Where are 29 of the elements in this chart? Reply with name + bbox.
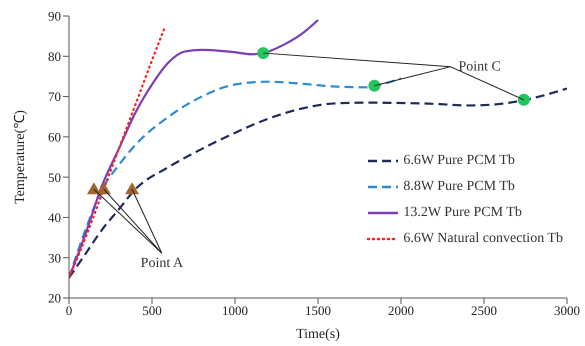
x-tick-label: 3000	[554, 303, 580, 318]
y-tick-label: 20	[48, 290, 61, 306]
legend-label: 13.2W Pure PCM Tb	[403, 205, 522, 221]
point	[518, 94, 530, 106]
x-tick-label: 2000	[388, 303, 414, 318]
line-series	[69, 87, 567, 279]
point	[125, 182, 140, 194]
y-tick-label: 50	[48, 170, 61, 185]
point	[368, 80, 380, 92]
x-tick-label: 1500	[305, 303, 331, 318]
legend-label: 8.8W Pure PCM Tb	[403, 179, 515, 195]
annotation: Point C	[458, 60, 501, 75]
point	[257, 47, 270, 60]
legend-label: 6.6W Pure PCM Tb	[403, 153, 515, 169]
legend-label: 6.6W Natural convection Tb	[403, 231, 563, 247]
y-tick-label: 70	[48, 89, 61, 104]
annotation: Point A	[140, 256, 184, 272]
y-tick-label: 40	[48, 210, 61, 226]
y-tick-label: 60	[48, 129, 61, 144]
line-series	[69, 18, 320, 279]
x-tick-label: 1000	[222, 303, 248, 318]
y-tick-label: 90	[48, 8, 61, 24]
x-tick-label: 2500	[471, 303, 497, 318]
x-axis-title: Time(s)	[296, 327, 340, 342]
x-tick-label: 500	[142, 303, 162, 318]
y-tick-label: 30	[48, 250, 61, 266]
y-axis-title: Temperature(℃)	[12, 110, 28, 204]
x-tick-label: 0	[66, 303, 72, 318]
y-tick-label: 80	[48, 48, 61, 64]
